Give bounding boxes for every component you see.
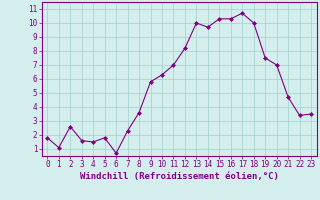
X-axis label: Windchill (Refroidissement éolien,°C): Windchill (Refroidissement éolien,°C) xyxy=(80,172,279,181)
